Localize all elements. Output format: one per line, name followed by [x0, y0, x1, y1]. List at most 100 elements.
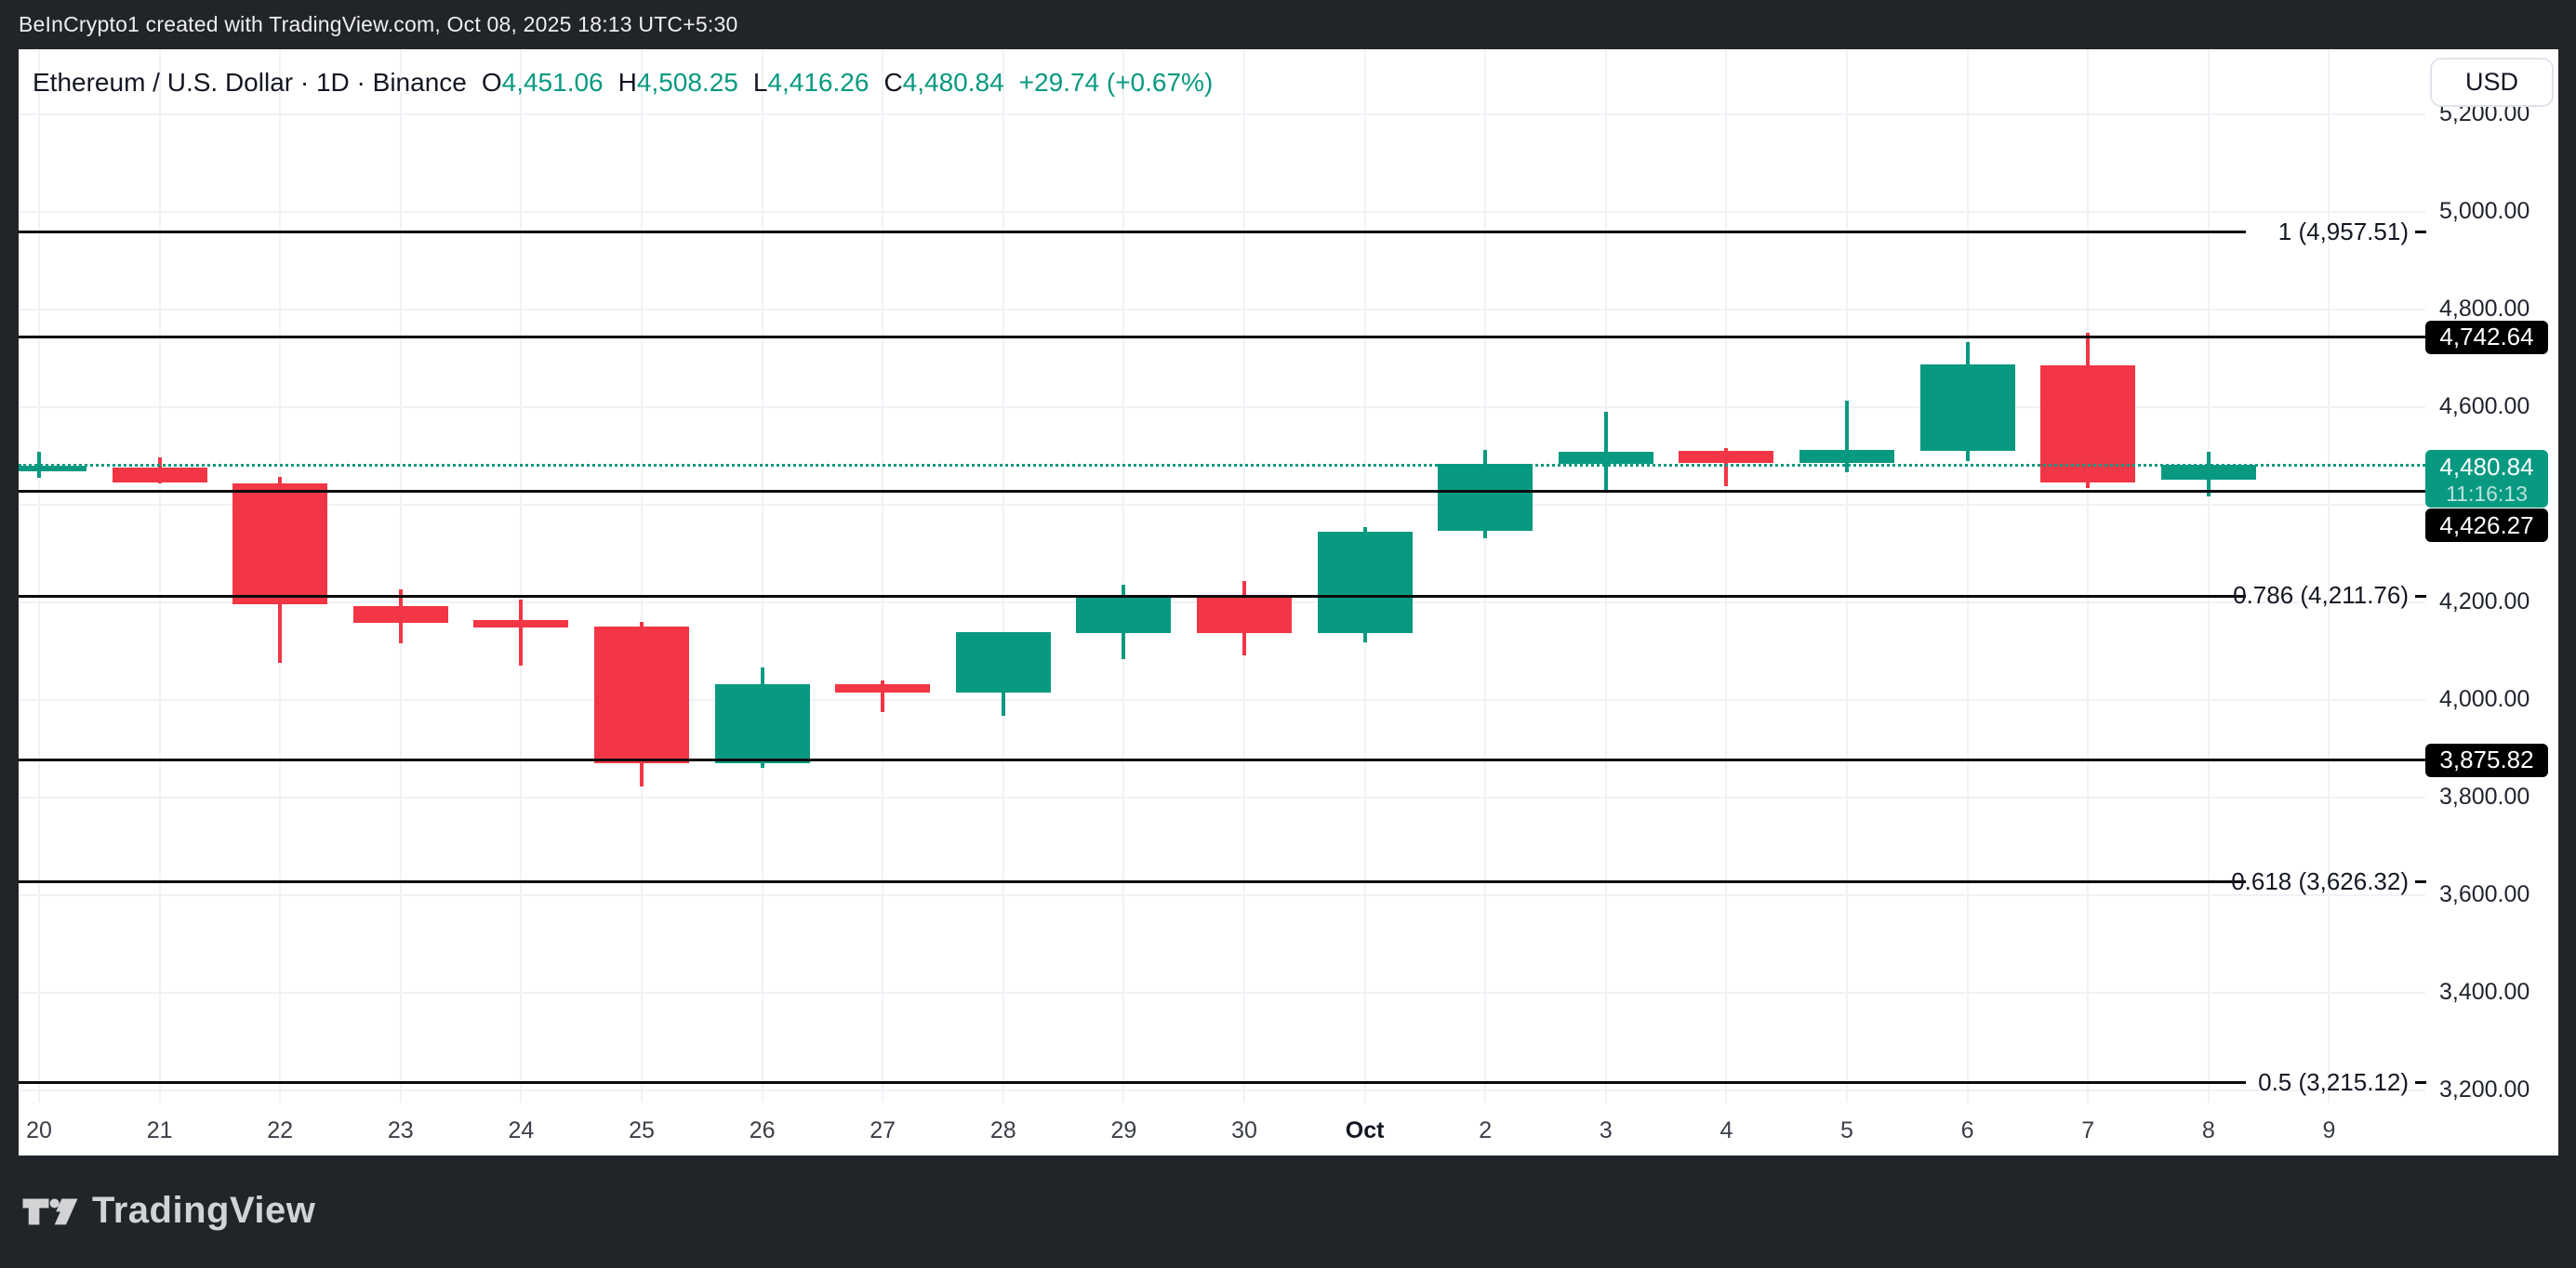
horizontal-gridline — [19, 1089, 2425, 1091]
vertical-gridline — [641, 49, 643, 1103]
fib-level-dash — [2415, 880, 2426, 884]
price-line-badge: 3,875.82 — [2425, 743, 2548, 777]
horizontal-line[interactable] — [19, 759, 2425, 762]
time-axis-label: 28 — [989, 1117, 1016, 1143]
time-axis-label: 24 — [508, 1117, 535, 1143]
horizontal-gridline — [19, 698, 2425, 701]
horizontal-gridline — [19, 308, 2425, 310]
price-axis-label: 3,800.00 — [2439, 783, 2530, 810]
last-price-badge: 4,480.84 11:16:13 — [2425, 450, 2548, 509]
time-axis-label: 27 — [870, 1117, 896, 1143]
candle-8 — [2160, 465, 2256, 480]
vertical-gridline — [1002, 49, 1004, 1103]
time-axis-label: Oct — [1345, 1117, 1385, 1143]
candle-wick-4 — [1724, 447, 1729, 486]
attribution-bar: BeInCrypto1 created with TradingView.com… — [0, 0, 2576, 49]
vertical-gridline — [1604, 49, 1607, 1103]
candle-wick-3 — [1603, 412, 1608, 492]
currency-unit-label: USD — [2464, 68, 2518, 96]
time-axis-label: 4 — [1720, 1117, 1733, 1143]
candle-20 — [19, 466, 86, 472]
ohlc-item: L4,416.26 — [752, 68, 870, 97]
candle-25 — [594, 627, 689, 764]
price-axis-label: 4,200.00 — [2439, 588, 2530, 614]
candle-wick-24 — [519, 599, 524, 666]
vertical-gridline — [38, 49, 40, 1103]
time-axis-label: 3 — [1599, 1117, 1613, 1143]
vertical-gridline — [2207, 49, 2210, 1103]
candle-3 — [1558, 452, 1653, 465]
candle-wick-5 — [1845, 400, 1849, 473]
price-axis-label: 3,200.00 — [2439, 1076, 2530, 1103]
candle-wick-27 — [881, 680, 885, 713]
horizontal-gridline — [19, 893, 2425, 896]
vertical-gridline — [399, 49, 402, 1103]
time-axis-label: 20 — [26, 1117, 52, 1143]
fib-level-line[interactable] — [19, 880, 2246, 884]
candle-7 — [2040, 365, 2136, 483]
price-axis-label: 3,600.00 — [2439, 880, 2530, 907]
ohlc-item: C4,480.84 — [883, 68, 1004, 97]
candle-4 — [1679, 450, 1774, 464]
price-axis-label: 3,400.00 — [2439, 978, 2530, 1005]
fib-level-line[interactable] — [19, 231, 2246, 234]
vertical-gridline — [2087, 49, 2090, 1103]
horizontal-gridline — [19, 405, 2425, 408]
candle-21 — [112, 467, 207, 483]
time-axis-label: 7 — [2081, 1117, 2095, 1143]
candlestick-chart[interactable]: 1 (4,957.51) 0.786 (4,211.76) 0.618 (3,626… — [19, 49, 2558, 1156]
candle-29 — [1076, 594, 1172, 633]
fib-level-line[interactable] — [19, 594, 2246, 598]
symbol-title: Ethereum / U.S. Dollar · 1D · Binance — [33, 68, 467, 97]
fib-level-dash — [2415, 1081, 2426, 1085]
candle-24 — [473, 620, 569, 628]
vertical-gridline — [1243, 49, 1245, 1103]
tradingview-mark-icon — [22, 1197, 78, 1224]
bar-countdown: 11:16:13 — [2446, 481, 2528, 506]
fib-level-line[interactable] — [19, 1081, 2246, 1085]
horizontal-gridline — [19, 796, 2425, 799]
vertical-gridline — [761, 49, 764, 1103]
time-axis-label: 6 — [1960, 1117, 1974, 1143]
currency-unit-button[interactable]: USD — [2430, 58, 2554, 107]
time-axis-label: 22 — [267, 1117, 294, 1143]
time-axis-label: 29 — [1110, 1117, 1137, 1143]
symbol-legend[interactable]: Ethereum / U.S. Dollar · 1D · Binance O4,… — [33, 68, 1213, 98]
vertical-gridline — [2328, 49, 2330, 1103]
horizontal-line[interactable] — [19, 490, 2425, 494]
candle-27 — [835, 684, 931, 693]
candle-26 — [714, 684, 810, 764]
last-price-line — [19, 463, 2425, 467]
attribution-text: BeInCrypto1 created with TradingView.com… — [19, 12, 738, 36]
price-axis-label: 5,000.00 — [2439, 197, 2530, 224]
ohlc-item: H4,508.25 — [617, 68, 738, 97]
candle-30 — [1197, 594, 1292, 633]
vertical-gridline — [1484, 49, 1487, 1103]
vertical-gridline — [520, 49, 523, 1103]
time-axis-label: 25 — [629, 1117, 655, 1143]
candle-22 — [232, 483, 328, 604]
time-axis-label: 21 — [146, 1117, 173, 1143]
vertical-gridline — [1846, 49, 1848, 1103]
horizontal-gridline — [19, 210, 2425, 213]
vertical-gridline — [1966, 49, 1969, 1103]
tradingview-wordmark: TradingView — [92, 1190, 316, 1231]
price-axis-label: 4,800.00 — [2439, 295, 2530, 322]
vertical-gridline — [1725, 49, 1728, 1103]
horizontal-gridline — [19, 112, 2425, 115]
chart-panel: 1 (4,957.51) 0.786 (4,211.76) 0.618 (3,626… — [19, 49, 2558, 1156]
fib-level-label: 0.5 (3,215.12) — [2258, 1067, 2409, 1096]
time-axis-label: 23 — [387, 1117, 414, 1143]
time-axis-label: 8 — [2201, 1117, 2215, 1143]
vertical-gridline — [882, 49, 884, 1103]
fib-level-label: 0.618 (3,626.32) — [2231, 866, 2409, 895]
candle-2 — [1438, 464, 1534, 532]
price-axis-label: 4,000.00 — [2439, 685, 2530, 712]
last-price-value: 4,480.84 — [2439, 452, 2534, 481]
ohlc-values: O4,451.06 H4,508.25 L4,416.26 C4,480.84 +29.… — [467, 68, 1213, 97]
tradingview-logo[interactable]: TradingView — [21, 1190, 315, 1232]
price-line-badge: 4,426.27 — [2425, 509, 2548, 543]
horizontal-line[interactable] — [19, 336, 2425, 339]
candle-6 — [1919, 364, 2015, 451]
